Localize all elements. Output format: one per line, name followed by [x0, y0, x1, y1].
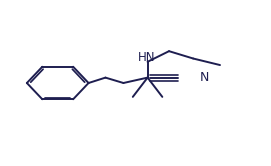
- Text: HN: HN: [138, 51, 155, 64]
- Text: N: N: [199, 71, 209, 84]
